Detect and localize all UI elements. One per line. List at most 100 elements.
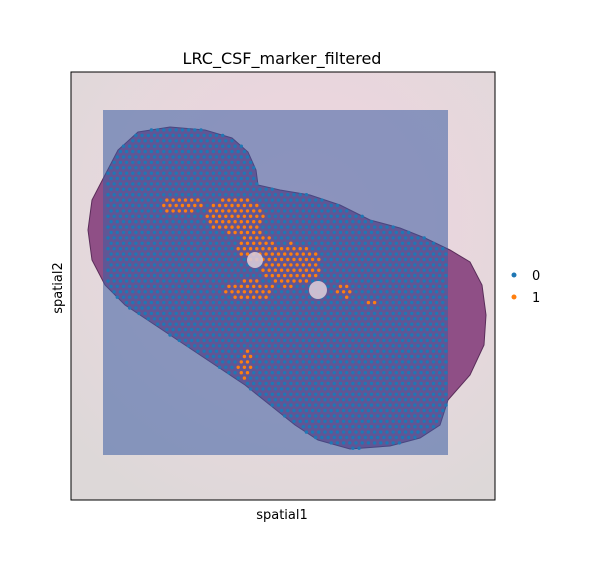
spot-0 (369, 252, 374, 256)
spot-0 (301, 220, 305, 224)
spot-0 (369, 220, 374, 224)
spot-0 (289, 349, 293, 353)
spot-0 (335, 441, 340, 445)
spot-0 (363, 252, 367, 256)
spot-0 (115, 220, 120, 224)
spot-0 (434, 365, 439, 369)
spot-0 (385, 408, 389, 413)
spot-0 (270, 230, 274, 235)
spot-0 (295, 317, 299, 321)
spot-0 (140, 166, 144, 170)
spot-0 (174, 139, 178, 143)
spot-0 (379, 387, 383, 391)
spot-0 (273, 365, 278, 369)
spot-0 (230, 182, 234, 186)
spot-0 (382, 371, 386, 375)
spot-0 (174, 279, 178, 283)
spot-0 (419, 425, 423, 429)
spot-0 (382, 241, 386, 245)
spot-0 (248, 387, 253, 391)
spot-0 (273, 311, 278, 316)
spot-0 (413, 403, 417, 407)
spot-0 (286, 376, 290, 380)
spot-0 (193, 257, 197, 262)
spot-0 (131, 214, 135, 218)
spot-0 (338, 230, 343, 235)
spot-0 (186, 333, 191, 337)
spot-0 (416, 300, 420, 305)
spot-0 (323, 365, 327, 369)
spot-0 (366, 365, 371, 369)
spot-0 (329, 311, 333, 316)
spot-0 (341, 247, 346, 251)
spot-1 (279, 257, 284, 262)
spot-0 (149, 300, 154, 305)
spot-0 (159, 306, 163, 310)
spot-0 (149, 247, 154, 251)
spot-0 (233, 252, 237, 256)
spot-0 (332, 371, 336, 375)
spot-0 (304, 311, 309, 316)
spot-0 (394, 306, 398, 310)
spot-0 (143, 257, 147, 262)
spot-1 (273, 247, 278, 251)
spot-0 (348, 257, 352, 262)
spot-0 (382, 317, 386, 321)
spot-0 (128, 187, 132, 191)
spot-0 (407, 392, 411, 396)
spot-0 (134, 252, 138, 256)
spot-0 (115, 252, 120, 256)
spot-0 (180, 279, 185, 283)
spot-0 (149, 236, 154, 240)
spot-0 (118, 171, 123, 175)
spot-0 (190, 155, 194, 159)
spot-0 (310, 430, 315, 434)
spot-0 (174, 225, 178, 229)
spot-0 (283, 198, 287, 202)
spot-0 (199, 160, 203, 165)
spot-0 (369, 425, 374, 429)
spot-0 (106, 182, 110, 186)
spot-0 (183, 176, 188, 181)
spot-0 (314, 360, 318, 364)
spot-0 (258, 327, 262, 332)
spot-1 (242, 236, 247, 240)
spot-0 (348, 214, 352, 218)
spot-0 (162, 214, 166, 218)
spot-0 (335, 257, 340, 262)
plot-area (71, 72, 495, 500)
spot-0 (298, 300, 302, 305)
spot-0 (152, 176, 157, 181)
spot-0 (128, 241, 132, 245)
spot-0 (407, 327, 411, 332)
spot-0 (273, 300, 278, 305)
spot-0 (174, 300, 178, 305)
spot-0 (366, 430, 371, 434)
spot-0 (441, 300, 445, 305)
spot-0 (118, 236, 123, 240)
spot-0 (233, 327, 237, 332)
spot-0 (366, 257, 371, 262)
spot-0 (245, 273, 250, 278)
spot-0 (214, 284, 219, 289)
spot-0 (112, 279, 116, 283)
spot-0 (267, 354, 271, 359)
spot-0 (261, 387, 265, 391)
spot-0 (118, 203, 123, 208)
spot-0 (279, 376, 284, 380)
spot-0 (332, 295, 336, 299)
spot-0 (376, 295, 380, 299)
spot-0 (422, 247, 426, 251)
spot-0 (217, 193, 222, 197)
spot-0 (174, 149, 178, 154)
spot-1 (283, 252, 287, 256)
spot-0 (199, 344, 203, 348)
spot-0 (317, 214, 321, 218)
spot-0 (109, 187, 113, 191)
spot-0 (425, 414, 429, 418)
spot-0 (419, 392, 423, 396)
spot-0 (391, 300, 395, 305)
spot-0 (186, 214, 191, 218)
spot-0 (230, 311, 234, 316)
spot-0 (410, 322, 414, 326)
